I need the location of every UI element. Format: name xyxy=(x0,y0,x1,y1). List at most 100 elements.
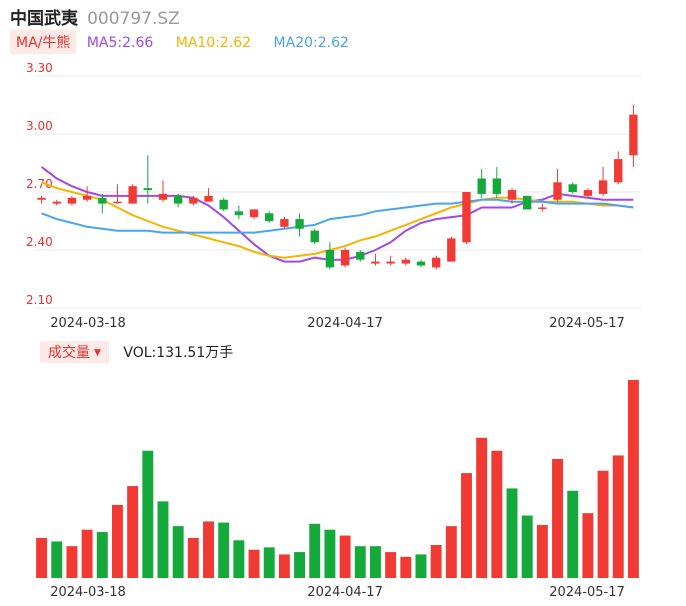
price-x-tick-label: 2024-05-17 xyxy=(549,316,625,331)
ma-legend: MA/牛熊 MA5:2.66 MA10:2.62 MA20:2.62 xyxy=(10,30,367,54)
ma20-value: MA20:2.62 xyxy=(273,35,349,51)
candle-body xyxy=(113,201,122,204)
candle-body xyxy=(295,219,304,229)
price-tick-label: 2.40 xyxy=(26,235,53,249)
candle-body xyxy=(52,201,61,204)
volume-bar xyxy=(81,529,93,578)
volume-x-tick-label: 2024-03-18 xyxy=(50,585,126,600)
candle-body xyxy=(173,195,183,204)
candle-body xyxy=(234,211,244,216)
volume-bar xyxy=(627,380,639,578)
volume-bar xyxy=(111,504,123,578)
volume-bar xyxy=(278,554,290,578)
volume-chart[interactable]: 2024-03-18 2024-04-17 2024-05-17 xyxy=(0,366,686,606)
candle-body xyxy=(37,197,46,200)
volume-bar xyxy=(339,535,351,578)
volume-bar xyxy=(309,523,321,578)
candle-body xyxy=(356,251,365,260)
volume-bar xyxy=(582,513,594,578)
candle-body xyxy=(598,180,608,194)
candle-body xyxy=(416,261,426,266)
ma20-line xyxy=(41,198,634,234)
volume-bar xyxy=(552,458,564,578)
volume-indicator-selector[interactable]: 成交量 ▼ xyxy=(40,341,109,363)
volume-bar xyxy=(157,501,169,578)
candle-body xyxy=(386,261,395,264)
volume-bar xyxy=(324,529,336,578)
stock-name: 中国武夷 xyxy=(10,9,78,29)
candle-body xyxy=(629,114,638,156)
candle-body xyxy=(431,257,441,268)
volume-bar xyxy=(567,490,579,578)
volume-bar xyxy=(51,541,63,578)
candle-body xyxy=(280,219,289,227)
volume-bar xyxy=(400,556,412,578)
candle-body xyxy=(340,250,350,266)
volume-bar xyxy=(36,537,48,578)
ma10-value: MA10:2.62 xyxy=(175,35,252,51)
volume-bar xyxy=(612,455,624,578)
candle-body xyxy=(219,199,228,210)
volume-bar xyxy=(597,470,609,578)
price-tick-label: 2.70 xyxy=(26,177,53,191)
candle-body xyxy=(401,259,410,264)
candle-body xyxy=(553,182,562,200)
volume-bar xyxy=(263,547,275,578)
volume-bar xyxy=(476,437,488,578)
candle-body xyxy=(507,190,517,200)
candle-body xyxy=(249,209,259,218)
price-tick-label: 3.00 xyxy=(26,119,53,133)
price-tick-label: 3.30 xyxy=(26,61,53,75)
volume-bar xyxy=(142,450,154,578)
volume-bar xyxy=(385,552,397,578)
candle-body xyxy=(371,261,380,264)
stock-code: 000797.SZ xyxy=(87,9,180,29)
volume-bar xyxy=(233,540,245,578)
volume-bar xyxy=(506,488,518,578)
volume-bar xyxy=(430,545,442,578)
candle-body xyxy=(98,197,107,204)
volume-indicator-label: 成交量 xyxy=(48,345,90,361)
volume-bar xyxy=(354,546,366,578)
volume-bar xyxy=(248,549,260,578)
candle-body xyxy=(568,184,577,192)
volume-x-tick-label: 2024-04-17 xyxy=(307,585,383,600)
candle-body xyxy=(189,197,198,204)
candle-body xyxy=(614,159,623,183)
volume-bar xyxy=(369,546,381,578)
caret-down-icon: ▼ xyxy=(94,348,101,358)
volume-bar xyxy=(127,486,139,578)
candle-body xyxy=(538,207,547,209)
candle-body xyxy=(310,230,319,243)
volume-bar xyxy=(203,521,214,578)
candle-body xyxy=(143,188,152,191)
ma-indicator-selector[interactable]: MA/牛熊 xyxy=(10,30,77,54)
candle-body xyxy=(204,195,213,202)
candle-body xyxy=(583,190,593,196)
candle-body xyxy=(82,195,92,200)
volume-bar xyxy=(415,554,427,578)
volume-bar xyxy=(536,524,548,578)
candle-body xyxy=(265,213,274,221)
volume-legend: 成交量 ▼ VOL:131.51万手 xyxy=(40,341,233,363)
volume-bar xyxy=(445,526,457,578)
volume-bar xyxy=(491,450,503,578)
price-tick-label: 2.10 xyxy=(26,293,53,307)
price-chart[interactable]: 3.30 3.00 2.70 2.40 2.10 2024-03-18 2024-04-17… xyxy=(0,0,686,335)
stock-header: 中国武夷 000797.SZ xyxy=(10,4,180,29)
volume-bar xyxy=(218,522,230,578)
volume-bar xyxy=(96,532,108,578)
volume-bar xyxy=(187,537,199,578)
candle-body xyxy=(158,193,168,200)
volume-x-tick-label: 2024-05-17 xyxy=(549,585,625,600)
volume-bar xyxy=(461,473,472,578)
volume-bar xyxy=(521,515,533,578)
candle-body xyxy=(477,178,486,194)
volume-bar xyxy=(294,552,306,578)
price-x-tick-label: 2024-03-18 xyxy=(50,316,126,331)
candle-body xyxy=(523,195,532,210)
volume-value: VOL:131.51万手 xyxy=(123,345,234,361)
volume-bar xyxy=(172,526,184,578)
candle-body xyxy=(67,197,77,204)
candle-body xyxy=(128,186,137,204)
